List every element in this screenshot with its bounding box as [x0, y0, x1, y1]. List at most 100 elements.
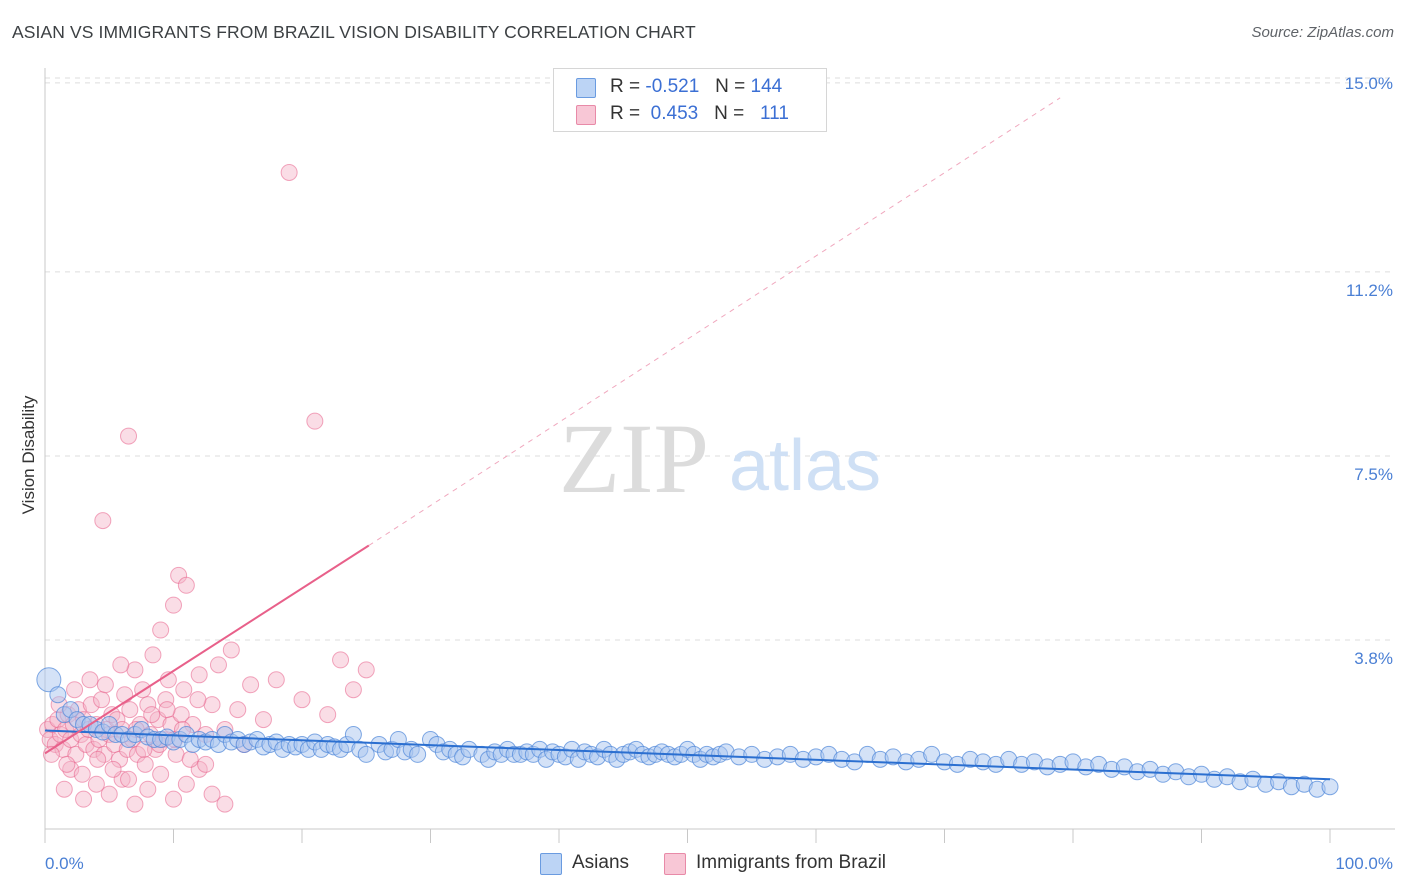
legend-r-value-asians: -0.521: [645, 76, 700, 97]
brazil-point: [165, 596, 182, 614]
y-tick-label: 11.2%: [1346, 281, 1393, 300]
brazil-point: [293, 691, 311, 709]
brazil-point: [121, 701, 139, 719]
brazil-point: [116, 686, 134, 704]
brazil-point: [55, 780, 73, 798]
brazil-point: [143, 706, 161, 724]
brazil-point: [100, 785, 118, 803]
brazil-point: [319, 706, 337, 724]
brazil-point: [280, 163, 298, 181]
brazil-point: [158, 701, 176, 719]
bottom-legend-label-brazil: Immigrants from Brazil: [696, 852, 887, 873]
brazil-point: [136, 755, 154, 773]
brazil-point: [96, 676, 114, 694]
brazil-point: [85, 740, 103, 758]
legend-r-label: R =: [610, 103, 641, 124]
brazil-point: [81, 671, 99, 689]
brazil-point: [165, 790, 182, 808]
brazil-point: [42, 745, 60, 763]
brazil-point: [75, 790, 93, 808]
brazil-point: [222, 641, 240, 659]
brazil-point: [87, 775, 105, 793]
x-tick-label-max: 100.0%: [1335, 854, 1393, 873]
brazil-point: [139, 780, 157, 798]
brazil-point: [94, 512, 112, 530]
brazil-point: [120, 427, 138, 445]
gridlines: [45, 77, 1395, 641]
brazil-point: [181, 750, 199, 768]
bottom-legend-label-asians: Asians: [572, 852, 630, 873]
brazil-point: [242, 676, 260, 694]
brazil-point: [73, 765, 91, 783]
legend-n-label: N =: [714, 103, 745, 124]
brazil-point: [189, 691, 207, 709]
brazil-point: [39, 721, 57, 739]
brazil-point: [104, 760, 122, 778]
watermark-atlas: atlas: [729, 426, 881, 506]
brazil-point: [190, 666, 208, 684]
series-brazil-points: [39, 163, 375, 813]
asians-point: [49, 686, 67, 704]
asians-point: [36, 667, 62, 693]
asians-point: [409, 745, 427, 763]
brazil-point: [229, 701, 247, 719]
watermark: ZIP atlas: [559, 403, 881, 514]
brazil-trend-line: [44, 544, 370, 755]
bottom-legend-swatch-asians: [540, 853, 562, 875]
brazil-point: [139, 696, 157, 714]
chart-title: ASIAN VS IMMIGRANTS FROM BRAZIL VISION D…: [12, 22, 696, 42]
axes: [44, 68, 1395, 843]
legend-swatch-asians: [576, 78, 596, 98]
y-tick-label: 7.5%: [1354, 465, 1393, 484]
brazil-point: [254, 711, 272, 729]
brazil-point: [203, 785, 221, 803]
brazil-point: [152, 621, 170, 639]
brazil-point: [66, 681, 84, 699]
asians-trend-line: [44, 729, 1331, 781]
brazil-point: [209, 656, 227, 674]
brazil-point: [332, 651, 350, 669]
brazil-point: [306, 412, 324, 430]
brazil-point: [197, 755, 215, 773]
brazil-point: [93, 691, 111, 709]
brazil-point: [175, 681, 193, 699]
tick-labels: 3.8% 7.5% 11.2% 15.0% 0.0% 100.0%: [45, 74, 1393, 873]
legend-n-value-brazil: 111: [760, 103, 789, 124]
brazil-point: [112, 656, 130, 674]
legend-r-label: R =: [610, 76, 641, 97]
series-asians-points: [36, 667, 1339, 798]
correlation-legend: R = -0.521 N = 144 R = 0.453 N = 111: [553, 68, 827, 132]
trend-lines: [44, 97, 1331, 781]
asians-point: [1321, 778, 1339, 796]
y-axis-label: Vision Disability: [19, 395, 38, 514]
legend-r-value-brazil: 0.453: [650, 103, 699, 124]
y-tick-label: 15.0%: [1345, 74, 1393, 93]
brazil-point: [203, 696, 221, 714]
brazil-point: [177, 576, 195, 594]
brazil-point: [58, 755, 76, 773]
brazil-point: [267, 671, 285, 689]
asians-point: [923, 745, 941, 763]
legend-swatch-brazil: [576, 105, 596, 125]
legend-n-value-asians: 144: [750, 76, 783, 97]
brazil-point: [126, 795, 144, 813]
brazil-trend-extension: [368, 97, 1061, 546]
brazil-point: [357, 661, 375, 679]
source-label: Source: ZipAtlas.com: [1251, 24, 1394, 41]
brazil-point: [344, 681, 362, 699]
brazil-point: [177, 775, 195, 793]
brazil-point: [144, 646, 162, 664]
brazil-point: [152, 765, 170, 783]
x-tick-label-min: 0.0%: [45, 854, 84, 873]
brazil-point: [126, 661, 144, 679]
brazil-point: [82, 696, 100, 714]
watermark-zip: ZIP: [559, 403, 709, 514]
brazil-point: [89, 750, 107, 768]
bottom-legend-swatch-brazil: [664, 853, 686, 875]
brazil-point: [216, 795, 234, 813]
legend-n-label: N =: [715, 76, 746, 97]
asians-point: [344, 725, 362, 743]
asians-point: [357, 745, 375, 763]
brazil-point: [120, 770, 138, 788]
